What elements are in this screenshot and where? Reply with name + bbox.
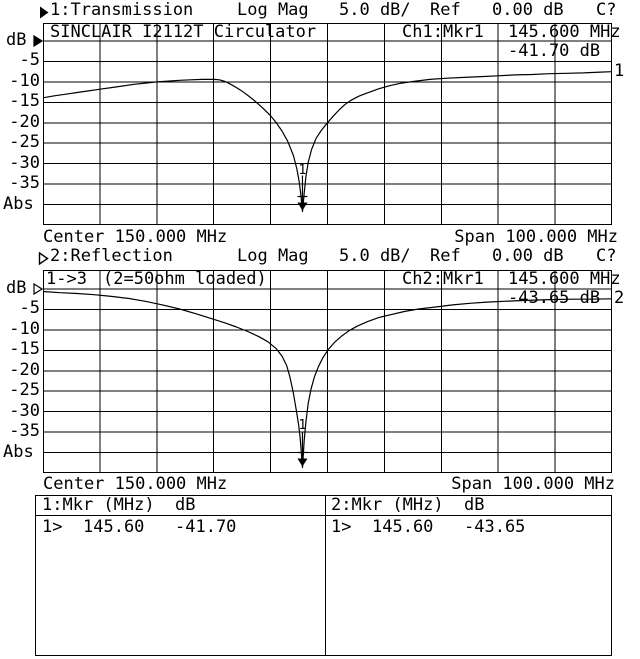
chart2-channel-marker-label: Ch2:Mkr1 xyxy=(402,269,484,289)
y-axis-label: Abs xyxy=(3,193,34,214)
trace-polyline xyxy=(42,290,613,469)
chart1-channel-marker-label: Ch1:Mkr1 xyxy=(402,22,484,42)
y-axis-label: -15 xyxy=(9,339,40,360)
trace-polyline xyxy=(42,71,613,213)
chart1-marker-frequency: 145.600 MHz xyxy=(508,22,621,42)
y-axis-label: -10 xyxy=(9,70,40,91)
y-axis-label: -35 xyxy=(9,421,40,442)
chart2-y-unit-label: dB xyxy=(6,278,27,298)
y-axis-label: -20 xyxy=(9,111,40,132)
chart1-y-unit-label: dB xyxy=(6,30,27,50)
chart1-device-label: SINCLAIR I2112T Circulator xyxy=(50,22,317,42)
y-axis-label: -5 xyxy=(19,50,40,71)
chart2-title: 2:Reflection xyxy=(50,246,173,266)
marker-table-column-divider xyxy=(325,496,326,655)
marker-table-col1-row-sel: 1> xyxy=(42,517,63,537)
chart1-title: 1:Transmission xyxy=(50,0,194,20)
y-axis-label: -35 xyxy=(9,173,40,194)
marker-table-col2-unit-header: dB xyxy=(464,495,485,515)
chart2-ref-label: Ref xyxy=(430,246,461,266)
marker-table-col2-header: 2:Mkr (MHz) xyxy=(331,495,444,515)
filled-right-triangle-icon xyxy=(39,4,49,24)
ref-level-marker-icon xyxy=(33,34,44,48)
marker-table-col1-row-value: -41.70 xyxy=(175,517,237,537)
chart2-center-label: Center 150.000 MHz xyxy=(43,474,228,494)
y-axis-label: -10 xyxy=(9,318,40,339)
y-axis-label: -20 xyxy=(9,359,40,380)
chart2-note-label: (2=50ohm loaded) xyxy=(103,269,267,289)
y-axis-label: -25 xyxy=(9,380,40,401)
chart2-port-label: 1->3 xyxy=(46,269,87,289)
chart1-scale-label: 5.0 dB/ xyxy=(339,0,411,20)
marker-table-col2-row-value: -43.65 xyxy=(464,517,526,537)
marker-arrowhead-icon xyxy=(297,202,308,211)
y-axis-label: Abs xyxy=(3,441,34,462)
chart1-cal-status: C? xyxy=(596,0,617,20)
chart1-center-label: Center 150.000 MHz xyxy=(43,227,228,247)
marker-table-header-divider xyxy=(36,515,611,516)
trace-number-label: 1 xyxy=(614,60,625,81)
marker-number-label: 1 xyxy=(298,162,307,178)
y-axis-label: -15 xyxy=(9,91,40,112)
marker-arrowhead-icon xyxy=(297,458,308,467)
chart2-scale-label: 5.0 dB/ xyxy=(339,246,411,266)
marker-number-label: 1 xyxy=(298,418,307,434)
trace-number-label: 2 xyxy=(614,287,625,308)
marker-table-col1-unit-header: dB xyxy=(175,495,196,515)
chart1-ref-label: Ref xyxy=(430,0,461,20)
chart1-format-label: Log Mag xyxy=(237,0,309,20)
hollow-right-triangle-icon xyxy=(38,250,49,270)
y-axis-label: -25 xyxy=(9,132,40,153)
chart2-cal-status: C? xyxy=(596,246,617,266)
ref-level-marker-icon xyxy=(33,282,44,296)
marker-table-col1-row-freq: 145.60 xyxy=(83,517,145,537)
y-axis-label: -5 xyxy=(19,298,40,319)
chart1-ref-value: 0.00 dB xyxy=(492,0,564,20)
chart1-marker-value: -41.70 dB xyxy=(508,41,601,61)
chart2-marker-frequency: 145.600 MHz xyxy=(508,269,621,289)
y-axis-label: -30 xyxy=(9,152,40,173)
marker-table-col1-header: 1:Mkr (MHz) xyxy=(42,495,155,515)
chart1-span-label: Span 100.000 MHz xyxy=(454,227,618,247)
chart2-span-label: Span 100.000 MHz xyxy=(451,474,615,494)
chart2-marker-value: -43.65 dB xyxy=(508,288,601,308)
y-axis-label: -30 xyxy=(9,400,40,421)
chart2-ref-value: 0.00 dB xyxy=(492,246,564,266)
marker-table-col2-row-sel: 1> xyxy=(331,517,352,537)
marker-table: 1:Mkr (MHz) dB 1> 145.60 -41.70 2:Mkr (M… xyxy=(35,495,612,656)
marker-table-col2-row-freq: 145.60 xyxy=(372,517,434,537)
chart2-format-label: Log Mag xyxy=(237,246,309,266)
